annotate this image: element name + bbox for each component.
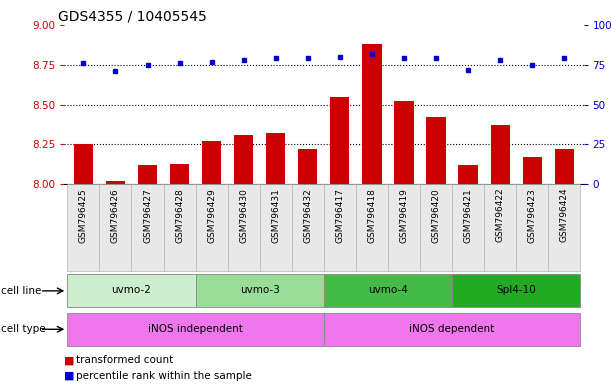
Bar [452, 275, 580, 307]
Text: GSM796418: GSM796418 [367, 188, 376, 243]
Bar [196, 184, 228, 271]
Text: GSM796432: GSM796432 [303, 188, 312, 243]
Text: GSM796417: GSM796417 [335, 188, 345, 243]
Bar [196, 275, 324, 307]
Bar [324, 313, 580, 346]
Bar [362, 44, 381, 184]
Text: cell line: cell line [1, 286, 42, 296]
Text: GSM796429: GSM796429 [207, 188, 216, 243]
Bar [67, 275, 196, 307]
Text: GSM796423: GSM796423 [528, 188, 536, 243]
Bar [516, 184, 548, 271]
Text: GSM796428: GSM796428 [175, 188, 184, 243]
Bar [266, 133, 285, 184]
Text: GSM796422: GSM796422 [496, 188, 505, 242]
Bar [106, 181, 125, 184]
Bar [548, 184, 580, 271]
Text: GSM796420: GSM796420 [431, 188, 441, 243]
Bar [452, 184, 484, 271]
Text: uvmo-4: uvmo-4 [368, 285, 408, 295]
Text: GSM796430: GSM796430 [239, 188, 248, 243]
Bar [324, 275, 452, 307]
Text: GSM796425: GSM796425 [79, 188, 88, 243]
Text: GSM796424: GSM796424 [560, 188, 569, 242]
Bar [394, 101, 414, 184]
Bar [388, 184, 420, 271]
Text: uvmo-2: uvmo-2 [112, 285, 152, 295]
Text: GSM796421: GSM796421 [464, 188, 472, 243]
Text: GSM796431: GSM796431 [271, 188, 280, 243]
Bar [67, 184, 100, 271]
Bar [298, 149, 318, 184]
Text: transformed count: transformed count [76, 355, 174, 365]
Text: GDS4355 / 10405545: GDS4355 / 10405545 [58, 10, 207, 23]
Bar [234, 135, 254, 184]
Bar [522, 157, 542, 184]
Text: GSM796419: GSM796419 [400, 188, 409, 243]
Bar [292, 184, 324, 271]
Bar [260, 184, 292, 271]
Text: ■: ■ [64, 371, 75, 381]
Text: percentile rank within the sample: percentile rank within the sample [76, 371, 252, 381]
Bar [324, 184, 356, 271]
Text: ■: ■ [64, 355, 75, 365]
Text: GSM796426: GSM796426 [111, 188, 120, 243]
Bar [170, 164, 189, 184]
Bar [74, 144, 93, 184]
Bar [131, 184, 164, 271]
Text: uvmo-3: uvmo-3 [240, 285, 280, 295]
Bar [426, 118, 445, 184]
Bar [164, 184, 196, 271]
Bar [67, 313, 324, 346]
Text: iNOS independent: iNOS independent [148, 324, 243, 334]
Bar [100, 184, 131, 271]
Text: Spl4-10: Spl4-10 [496, 285, 536, 295]
Bar [138, 165, 157, 184]
Text: iNOS dependent: iNOS dependent [409, 324, 495, 334]
Bar [330, 97, 349, 184]
Bar [228, 184, 260, 271]
Bar [491, 125, 510, 184]
Bar [202, 141, 221, 184]
Bar [458, 165, 478, 184]
Bar [420, 184, 452, 271]
Text: cell type: cell type [1, 324, 46, 334]
Text: GSM796427: GSM796427 [143, 188, 152, 243]
Bar [356, 184, 388, 271]
Bar [484, 184, 516, 271]
Bar [555, 149, 574, 184]
